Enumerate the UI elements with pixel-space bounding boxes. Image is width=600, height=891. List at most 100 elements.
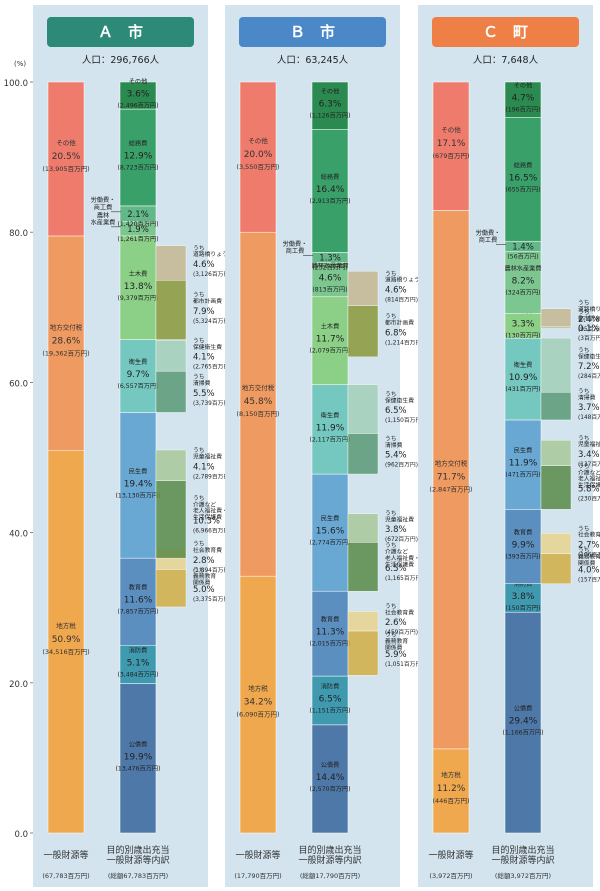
sub-bar-segment-name: うち道路橋りょう費 xyxy=(385,270,426,283)
right-bar-segment xyxy=(119,557,157,646)
right-bar-segment-value: 4.6% xyxy=(319,274,342,284)
x-label-right-sub: (総額67,783百万円) xyxy=(108,871,168,880)
sub-bar-segment xyxy=(347,611,379,632)
right-bar-segment-name: 衛生費 xyxy=(321,411,340,419)
right-bar-segment xyxy=(311,261,349,298)
population-label: 人口：7,648人 xyxy=(473,55,539,66)
sub-bar-segment-amount: (157百万円) xyxy=(578,577,600,584)
right-bar-segment xyxy=(504,251,542,314)
sub-bar-segment xyxy=(347,305,379,358)
left-bar-segment-value: 71.7% xyxy=(437,473,466,483)
right-bar-segment xyxy=(119,235,157,340)
sub-bar-segment-value: 4.0% xyxy=(578,566,600,576)
right-bar-segment-name: 総務費 xyxy=(321,173,340,181)
sub-bar-segment xyxy=(155,280,187,340)
right-bar-segment-amount: (2,570百万円) xyxy=(309,786,350,793)
left-bar-segment xyxy=(47,450,85,834)
right-bar-segment-value: 19.4% xyxy=(124,479,153,489)
right-bar-segment-amount: (1,420百万円) xyxy=(117,221,158,228)
left-bar-segment-name: 地方税 xyxy=(248,684,268,693)
x-label-right: 目的別歳出充当一般財源等内訳 xyxy=(491,844,554,866)
sub-bar-segment-amount: (1,051百万円) xyxy=(385,661,424,668)
right-bar-segment-value: 15.6% xyxy=(316,527,345,537)
right-bar-segment-amount: (655百万円) xyxy=(505,186,540,193)
panel-header xyxy=(432,17,579,47)
left-bar-segment xyxy=(47,81,85,237)
sub-bar-segment-value: 3.4% xyxy=(578,450,600,460)
right-bar-segment-value: 29.4% xyxy=(509,717,538,727)
right-bar-segment-name: 土木費 xyxy=(129,270,148,278)
y-axis: (%) 100.0 80.0 60.0 40.0 20.0 0.0 xyxy=(4,60,34,840)
sub-bar-segment-name: うち介護など老人福祉費・生活保護費 xyxy=(578,463,600,489)
sub-bar-segment-value: 6.8% xyxy=(385,328,407,338)
y-axis-tick: 80.0 xyxy=(9,229,28,239)
sub-bar-segment-name: うち児童福祉費 xyxy=(385,510,414,523)
right-bar-segment-amount: (471百万円) xyxy=(505,472,540,479)
right-bar-segment-name: 教育費 xyxy=(129,584,148,592)
panel-title: Ｂ 市 xyxy=(290,23,335,41)
right-bar-segment-amount: (813百万円) xyxy=(312,287,347,294)
right-bar-segment-value: 12.9% xyxy=(124,151,153,161)
left-bar-segment xyxy=(239,231,277,577)
right-bar-segment-amount: (3,484百万円) xyxy=(117,671,158,678)
sub-bar-segment-name: うち都市計画費 xyxy=(578,309,600,322)
sub-bar-segment-amount: (2,765百万円) xyxy=(193,364,232,371)
sub-bar-segment-name: うち道路橋りょう費 xyxy=(578,300,600,313)
left-bar-segment-value: 11.2% xyxy=(437,784,466,794)
sub-bar-segment-amount: (284百万円) xyxy=(578,373,600,380)
right-bar-segment-amount: (196百万円) xyxy=(505,107,540,114)
population-label: 人口：63,245人 xyxy=(277,55,349,66)
right-bar-segment-name: 民生費 xyxy=(321,515,340,523)
y-axis-unit: (%) xyxy=(14,60,26,68)
right-bar-segment-amount: (13,476百万円) xyxy=(115,765,160,772)
right-bar-segment-name: その他 xyxy=(321,88,340,96)
left-bar-segment-value: 45.8% xyxy=(244,397,273,407)
x-label-right: 目的別歳出充当一般財源等内訳 xyxy=(106,844,169,866)
right-bar-segment xyxy=(504,611,542,834)
left-bar-segment-value: 17.1% xyxy=(437,139,466,149)
sub-bar-segment-name: うち義務教育関係費 xyxy=(193,567,216,587)
right-bar-segment-name: 労働費・商工費 xyxy=(476,229,501,244)
left-bar-segment-amount: (446百万円) xyxy=(433,797,470,805)
right-bar-segment-name: 農林水産業費 xyxy=(91,211,116,226)
right-bar-segment-name: 農林水産業費 xyxy=(311,262,348,270)
sub-bar-segment-amount: (1,150百万円) xyxy=(385,417,424,424)
sub-bar-segment-amount: (3,739百万円) xyxy=(193,400,232,407)
right-bar-segment-amount: (431百万円) xyxy=(505,386,540,393)
panel-title: Ａ 市 xyxy=(98,23,143,41)
right-bar-segment-value: 11.3% xyxy=(316,628,345,638)
right-bar-segment-value: 9.7% xyxy=(127,370,150,380)
right-bar-segment xyxy=(504,583,542,613)
right-bar-segment xyxy=(119,645,157,684)
right-bar-segment-name: 公債費 xyxy=(129,740,148,748)
right-bar-segment-value: 11.9% xyxy=(509,459,538,469)
left-bar-segment xyxy=(239,575,277,834)
right-bar-segment-name: 総務費 xyxy=(514,161,533,169)
right-bar-segment-amount: (2,015百万円) xyxy=(309,641,350,648)
left-bar-segment-name: 地方交付税 xyxy=(50,322,83,331)
sub-bar-segment xyxy=(347,271,379,306)
sub-bar-segment-name: うち都市計画費 xyxy=(385,313,414,326)
right-bar-segment-name: 教育費 xyxy=(514,528,533,536)
sub-bar-segment-name: うち社会教育費 xyxy=(578,525,600,538)
sub-bar-segment-amount: (1,165百万円) xyxy=(385,575,424,582)
sub-bar-segment-name: うち道路橋りょう費 xyxy=(193,245,234,258)
left-bar-segment-amount: (3,550百万円) xyxy=(236,163,279,171)
right-bar-segment-amount: (2,117百万円) xyxy=(309,436,350,443)
sub-bar-segment-name: うち清掃費 xyxy=(578,388,596,401)
sub-bar-segment-amount: (230百万円) xyxy=(578,496,600,503)
right-bar-segment-name: 消防費 xyxy=(129,646,148,654)
right-bar-segment-amount: (13,130百万円) xyxy=(115,492,160,499)
sub-bar-segment-amount: (6,966百万円) xyxy=(193,527,232,534)
sub-bar-segment-value: 0.1% xyxy=(578,324,600,334)
right-bar-segment-amount: (1,166百万円) xyxy=(502,730,543,737)
left-bar-segment xyxy=(432,81,470,211)
sub-bar-segment xyxy=(155,569,187,608)
sub-bar-segment-amount: (814百万円) xyxy=(385,297,418,304)
panel-header xyxy=(239,17,386,47)
left-bar-segment-amount: (679百万円) xyxy=(433,152,470,160)
sub-bar-segment-value: 4.1% xyxy=(193,462,215,472)
right-bar-segment-value: 3.6% xyxy=(127,90,150,100)
right-bar-segment-name: 衛生費 xyxy=(514,361,533,369)
